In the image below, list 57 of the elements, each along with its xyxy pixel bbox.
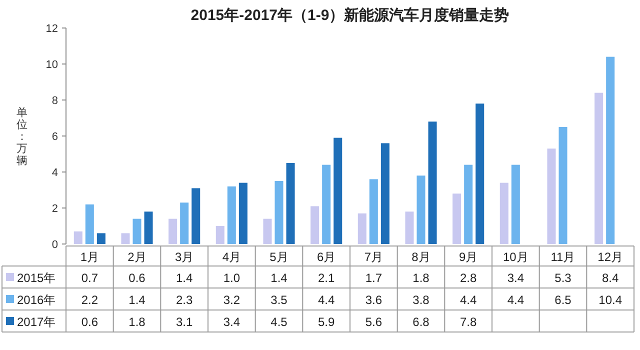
x-tick-label: 12月 xyxy=(598,250,624,264)
x-tick-label: 8月 xyxy=(412,250,430,264)
data-label: 4.5 xyxy=(270,315,288,329)
data-label: 1.4 xyxy=(176,271,193,285)
data-label: 7.8 xyxy=(460,315,477,329)
data-label: 5.9 xyxy=(318,315,335,329)
x-tick-label: 7月 xyxy=(364,250,384,264)
data-label: 2.1 xyxy=(318,271,335,285)
data-label: 2.8 xyxy=(460,271,477,285)
data-label: 1.4 xyxy=(270,271,288,285)
data-label: 3.5 xyxy=(270,293,288,307)
data-label: 3.1 xyxy=(176,315,193,329)
data-label: 4.4 xyxy=(460,293,477,307)
y-tick-label: 6 xyxy=(52,131,58,143)
data-label: 5.6 xyxy=(365,315,382,329)
data-label: 1.7 xyxy=(365,271,382,285)
data-label: 3.4 xyxy=(507,271,524,285)
y-tick-label: 4 xyxy=(52,167,58,179)
data-label: 3.4 xyxy=(223,315,240,329)
legend-label: 2017年 xyxy=(17,315,56,329)
x-tick-label: 3月 xyxy=(174,250,194,264)
data-label: 0.7 xyxy=(81,271,98,285)
y-tick-label: 2 xyxy=(52,203,58,215)
data-label: 2.3 xyxy=(176,293,193,307)
data-label: 4.4 xyxy=(507,293,524,307)
data-label: 1.8 xyxy=(412,271,430,285)
x-tick-label: 1月 xyxy=(80,250,100,264)
x-tick-label: 9月 xyxy=(458,250,478,264)
data-label: 4.4 xyxy=(318,293,335,307)
data-label: 8.4 xyxy=(602,271,619,285)
data-label: 3.8 xyxy=(412,293,430,307)
x-tick-label: 4月 xyxy=(222,250,242,264)
chart-title: 2015年-2017年（1-9）新能源汽车月度销量走势 xyxy=(190,6,510,24)
data-label: 3.2 xyxy=(223,293,240,307)
y-tick-label: 8 xyxy=(52,95,58,107)
y-tick-label: 10 xyxy=(46,59,58,71)
data-label: 1.0 xyxy=(223,271,240,285)
x-tick-label: 10月 xyxy=(502,250,528,264)
y-tick-label: 0 xyxy=(52,239,58,251)
data-label: 1.4 xyxy=(128,293,146,307)
ylabel: 单位：万辆 xyxy=(16,107,28,167)
data-label: 2.2 xyxy=(81,293,98,307)
x-tick-label: 5月 xyxy=(270,250,288,264)
data-label: 10.4 xyxy=(598,293,622,307)
data-label: 0.6 xyxy=(128,271,146,285)
data-label: 0.6 xyxy=(81,315,98,329)
x-tick-label: 6月 xyxy=(316,250,336,264)
legend-label: 2015年 xyxy=(17,271,56,285)
y-tick-label: 12 xyxy=(46,23,58,35)
data-label: 3.6 xyxy=(365,293,382,307)
legend-label: 2016年 xyxy=(17,293,56,307)
data-label: 6.8 xyxy=(412,315,430,329)
data-label: 1.8 xyxy=(128,315,146,329)
data-label: 5.3 xyxy=(554,271,572,285)
data-label: 6.5 xyxy=(554,293,572,307)
x-tick-label: 11月 xyxy=(550,250,576,264)
x-tick-label: 2月 xyxy=(128,250,146,264)
